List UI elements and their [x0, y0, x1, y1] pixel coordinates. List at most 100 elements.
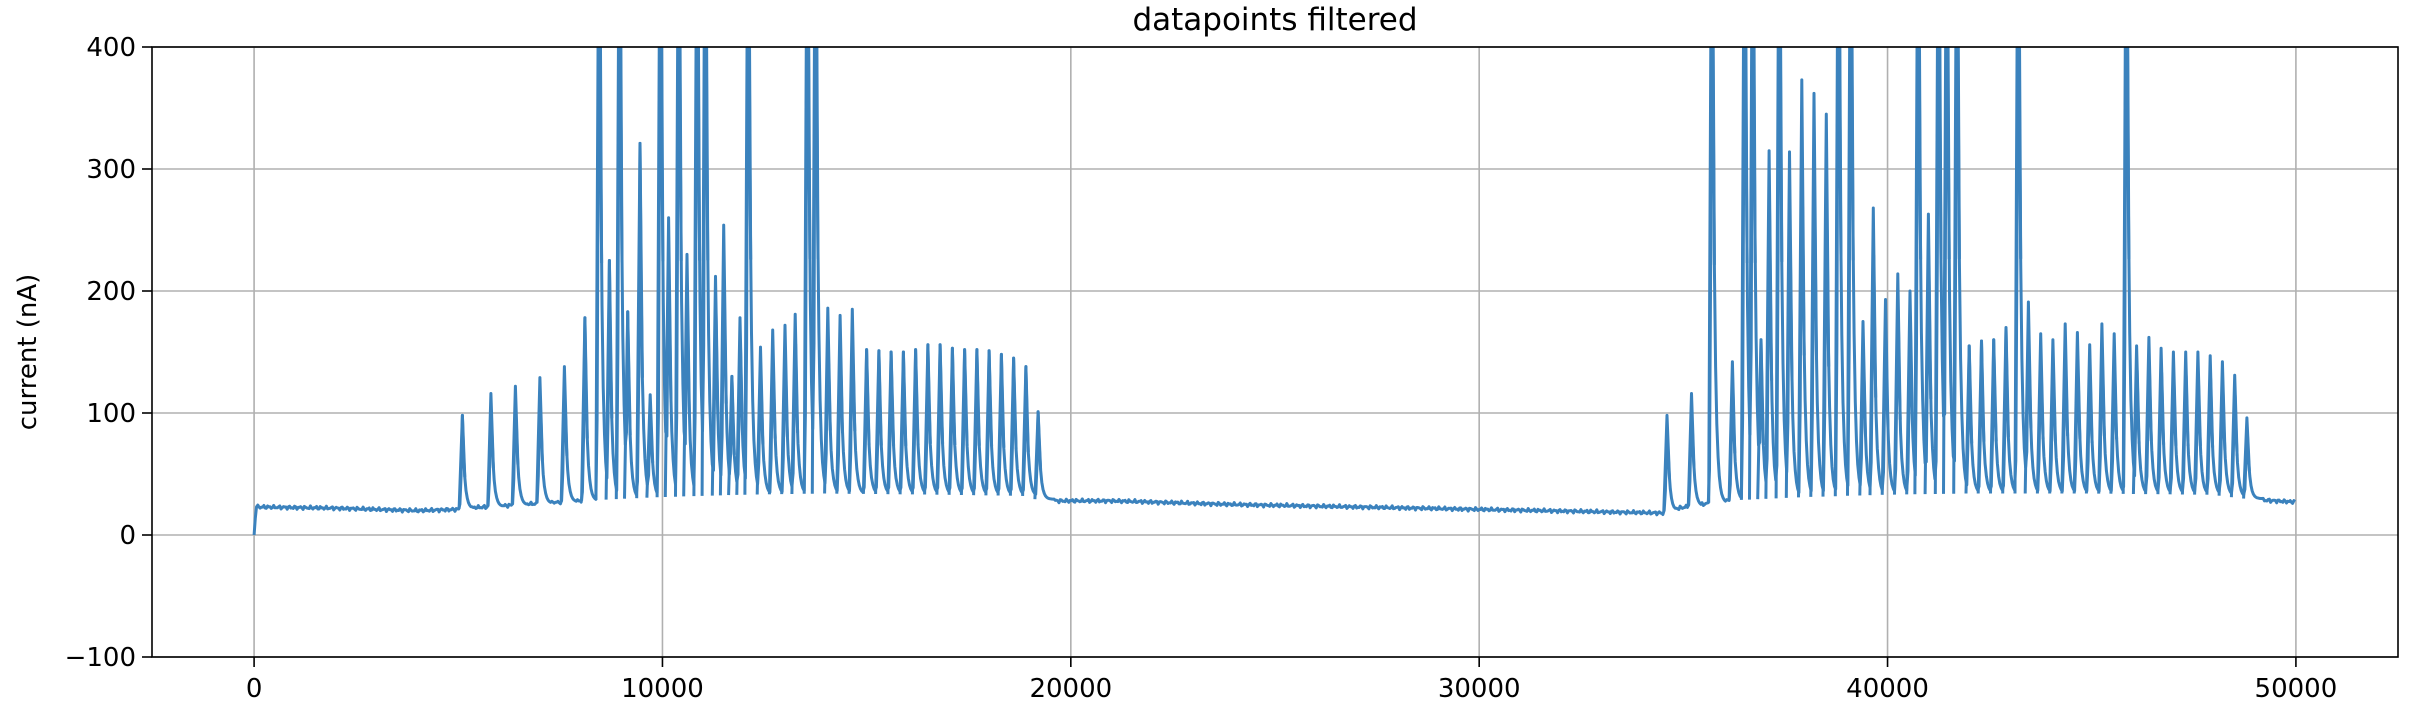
- spike-mark: [874, 349, 883, 495]
- spike-mark: [2121, 47, 2131, 494]
- spike-mark: [2097, 322, 2106, 494]
- spike-mark: [1727, 360, 1737, 501]
- spike-mark: [780, 323, 789, 495]
- x-tick-label: 30000: [1438, 674, 1521, 703]
- spike-mark: [1913, 47, 1923, 495]
- series-lines: [252, 47, 2297, 536]
- spike-mark: [580, 316, 589, 501]
- spike-mark: [1858, 320, 1867, 496]
- spike-mark: [835, 313, 844, 494]
- spike-mark: [1774, 47, 1784, 499]
- spike-mark: [1008, 356, 1018, 496]
- spike-mark: [2229, 373, 2239, 498]
- spike-mark: [486, 392, 495, 507]
- x-tick-label: 20000: [1029, 674, 1112, 703]
- spike-mark: [2156, 346, 2166, 495]
- spike-mark: [1933, 47, 1943, 495]
- spike-mark: [1033, 410, 1043, 500]
- spike-mark: [655, 47, 665, 498]
- spike-mark: [823, 306, 832, 494]
- spike-mark: [2168, 350, 2178, 495]
- y-tick-label: 400: [86, 33, 136, 63]
- spike-mark: [1868, 206, 1878, 496]
- spike-mark: [898, 350, 908, 495]
- y-axis: −100 0 100 200 300 400: [65, 33, 152, 673]
- spike-mark: [1989, 338, 1998, 494]
- y-axis-label: current (nA): [13, 274, 43, 431]
- spike-mark: [1880, 298, 1890, 495]
- spike-mark: [2023, 300, 2033, 494]
- grid-lines: [152, 46, 2398, 658]
- spike-mark: [2084, 343, 2094, 494]
- spike-mark: [2205, 354, 2215, 495]
- spike-mark: [959, 348, 969, 496]
- spike-mark: [645, 393, 655, 498]
- spike-mark: [2131, 344, 2141, 495]
- spike-mark: [2035, 332, 2045, 494]
- x-tick-label: 50000: [2255, 674, 2338, 703]
- spike-mark: [743, 47, 753, 495]
- spike-mark: [457, 413, 467, 509]
- spike-mark: [810, 47, 820, 494]
- spike-mark: [1893, 272, 1902, 495]
- spike-mark: [735, 316, 744, 495]
- spike-mark: [1952, 47, 1961, 494]
- spike-mark: [2060, 322, 2070, 494]
- spike-mark: [1942, 47, 1951, 494]
- spike-mark: [2048, 338, 2057, 494]
- spike-mark: [635, 141, 644, 499]
- spike-mark: [1662, 413, 1671, 512]
- spike-mark: [1923, 212, 1933, 495]
- spike-mark: [2001, 326, 2010, 494]
- spike-mark: [727, 374, 736, 496]
- x-tick-label: 0: [246, 674, 263, 703]
- spike-mark: [604, 259, 614, 500]
- y-tick-label: 200: [86, 277, 136, 307]
- spike-mark: [614, 47, 624, 500]
- spike-mark: [2013, 47, 2023, 494]
- spike-mark: [1756, 338, 1765, 500]
- spike-mark: [1686, 392, 1696, 507]
- spike-mark: [996, 352, 1006, 496]
- spike-mark: [802, 47, 812, 494]
- spike-mark: [910, 348, 920, 495]
- spike-mark: [861, 348, 871, 494]
- spike-mark: [886, 350, 896, 495]
- x-axis: 0 10000 20000 30000 40000 50000: [246, 657, 2337, 703]
- chart-title: datapoints filtered: [1132, 2, 1417, 38]
- spike-mark: [1846, 47, 1855, 496]
- spike-mark: [710, 274, 720, 496]
- spike-mark: [1784, 150, 1794, 498]
- spike-mark: [682, 252, 691, 497]
- spike-mark: [692, 47, 702, 497]
- spike-mark: [972, 348, 981, 496]
- spike-mark: [718, 223, 728, 496]
- spike-mark: [935, 343, 945, 495]
- spike-mark: [1764, 149, 1774, 499]
- spike-mark: [700, 47, 710, 496]
- y-tick-label: 100: [86, 399, 136, 429]
- spike-mark: [1707, 47, 1716, 503]
- plot-frame: [151, 46, 2399, 658]
- spike-mark: [755, 345, 765, 495]
- spike-mark: [2144, 335, 2153, 495]
- spike-mark: [594, 47, 604, 501]
- spike-mark: [674, 47, 683, 497]
- spike-mark: [923, 343, 932, 495]
- spike-mark: [559, 365, 569, 502]
- x-tick-label: 40000: [1846, 674, 1929, 703]
- y-tick-label: 0: [119, 521, 136, 551]
- spike-mark: [2193, 350, 2202, 495]
- spike-mark: [2180, 350, 2190, 495]
- x-tick-label: 10000: [621, 674, 704, 703]
- spike-mark: [947, 346, 957, 495]
- spike-mark: [1748, 47, 1757, 500]
- spike-mark: [1739, 47, 1749, 500]
- spike-mark: [767, 328, 777, 495]
- spike-mark: [510, 384, 520, 506]
- spike-mark: [1976, 339, 1986, 494]
- spike-mark: [2072, 331, 2082, 494]
- spike-mark: [2217, 360, 2227, 496]
- spike-mark: [1821, 112, 1831, 497]
